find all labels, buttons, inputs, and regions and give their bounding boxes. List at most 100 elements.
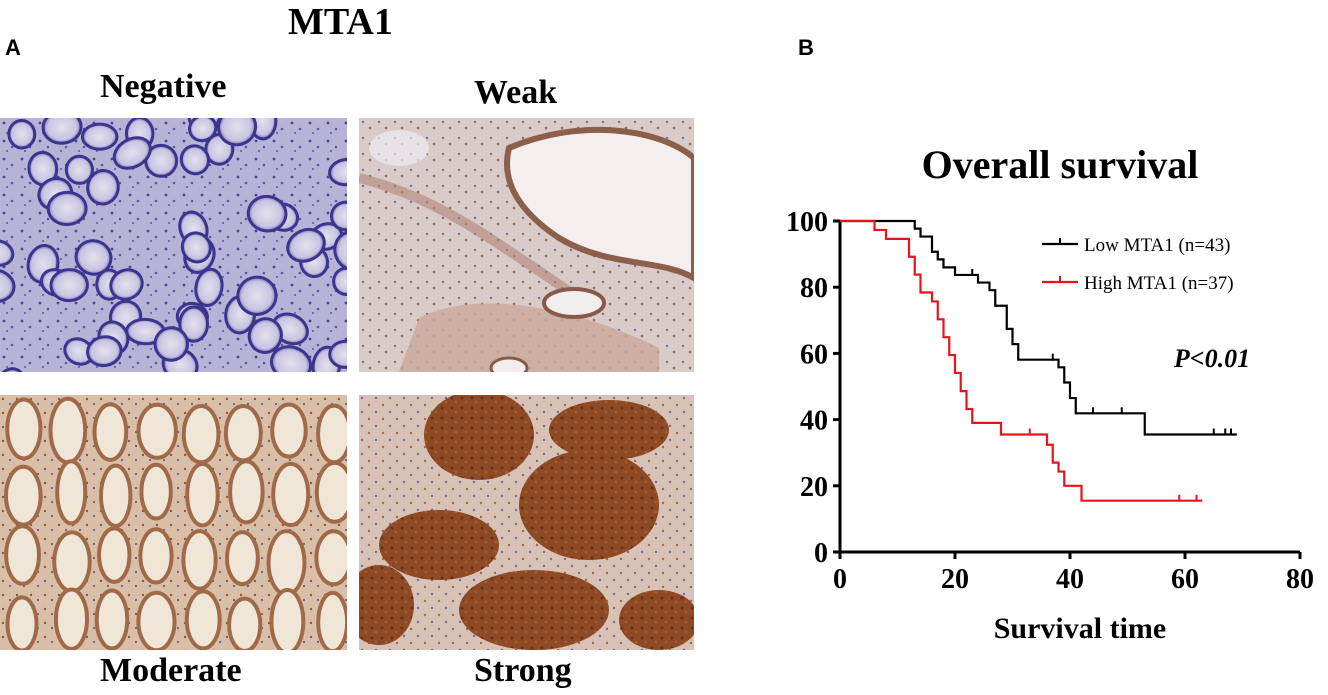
chart-legend: Low MTA1 (n=43) High MTA1 (n=37): [1042, 235, 1234, 294]
gland: [332, 266, 347, 297]
y-tick-label: 60: [800, 339, 828, 370]
gland: [247, 317, 283, 354]
gland: [185, 462, 220, 528]
p-value-annotation: P<0.01: [1173, 344, 1250, 373]
gland: [184, 589, 222, 650]
micrograph-moderate: [0, 395, 347, 650]
gland: [223, 404, 263, 463]
chart-title: Overall survival: [922, 142, 1199, 187]
gland: [53, 587, 90, 650]
gland: [139, 462, 173, 521]
x-tick-label: 20: [941, 564, 969, 595]
gland: [136, 402, 178, 460]
gland: [194, 267, 224, 308]
gland: [5, 397, 43, 461]
y-tick-label: 80: [800, 273, 828, 304]
gland: [52, 530, 92, 594]
gland: [94, 588, 130, 650]
label-weak: Weak: [474, 74, 558, 111]
y-tick-label: 100: [786, 207, 828, 238]
gland: [328, 157, 347, 187]
gland: [74, 239, 113, 276]
gland: [216, 118, 258, 147]
legend-label: High MTA1 (n=37): [1084, 273, 1234, 294]
gland: [7, 119, 37, 150]
gland: [266, 529, 307, 597]
gland: [92, 402, 129, 462]
y-tick-label: 20: [800, 472, 828, 503]
gland: [271, 461, 311, 528]
gland: [269, 587, 306, 650]
gland: [46, 190, 88, 227]
gland: [64, 154, 94, 185]
x-tick-label: 0: [833, 564, 847, 595]
gland: [138, 527, 174, 585]
gland: [330, 200, 347, 232]
gland: [316, 590, 347, 650]
chart-axes: 0 20 40 60 80 100 0 20 40 60 80: [786, 207, 1314, 595]
gland: [86, 169, 120, 206]
gland: [55, 459, 88, 526]
gland: [48, 396, 88, 465]
panel-a-letter: A: [5, 35, 21, 60]
gland: [236, 275, 278, 316]
gland: [178, 305, 210, 343]
panel-b-letter: B: [798, 35, 814, 60]
gland: [286, 227, 326, 263]
gland: [112, 136, 152, 170]
gland: [180, 231, 212, 264]
gland: [0, 268, 16, 304]
micrograph-weak: [359, 118, 694, 372]
y-tick-label: 40: [800, 406, 828, 437]
gland: [224, 530, 260, 587]
gland: [109, 268, 144, 301]
gland: [5, 595, 39, 650]
gland: [41, 118, 83, 145]
label-negative: Negative: [100, 68, 227, 105]
legend-label: Low MTA1 (n=43): [1084, 235, 1230, 256]
ihc-title: MTA1: [288, 1, 393, 43]
micrograph-strong-image: [359, 395, 694, 650]
gland: [0, 239, 15, 267]
gland: [314, 529, 347, 587]
x-axis-label: Survival time: [994, 612, 1167, 645]
gland: [314, 460, 347, 524]
micrograph-negative-image: [0, 118, 347, 372]
gland: [179, 144, 211, 176]
gland: [3, 464, 43, 527]
gland: [228, 459, 265, 525]
y-tick-label: 0: [814, 538, 828, 569]
gland: [98, 463, 133, 528]
gland: [333, 230, 347, 271]
chart-series-layer: [840, 219, 1237, 502]
gland: [316, 403, 347, 465]
series-1-line: [840, 219, 1203, 502]
gland: [49, 268, 89, 303]
survival-chart: Overall survival 0 20 40 60 80 100 0 20 40 60 80 L…: [786, 142, 1314, 645]
x-tick-label: 80: [1286, 564, 1314, 595]
series-0-line: [840, 219, 1237, 436]
x-tick-label: 40: [1056, 564, 1084, 595]
gland: [269, 345, 313, 372]
x-tick-label: 60: [1171, 564, 1199, 595]
micrograph-negative: [0, 118, 347, 372]
gland: [136, 590, 177, 650]
gland: [80, 122, 119, 151]
gland: [181, 403, 221, 465]
gland: [188, 118, 218, 143]
gland: [328, 339, 347, 369]
gland: [86, 335, 123, 368]
gland: [97, 526, 132, 584]
gland: [4, 524, 41, 586]
label-strong: Strong: [474, 652, 572, 689]
gland: [153, 326, 189, 362]
micrograph-strong: [359, 395, 694, 650]
micrograph-moderate-image: [0, 395, 347, 650]
gland: [270, 402, 308, 459]
gland: [227, 596, 263, 650]
gland: [0, 367, 27, 372]
gland: [181, 529, 218, 591]
label-moderate: Moderate: [100, 652, 242, 689]
micrograph-weak-image: [359, 118, 694, 372]
gland: [246, 194, 288, 233]
